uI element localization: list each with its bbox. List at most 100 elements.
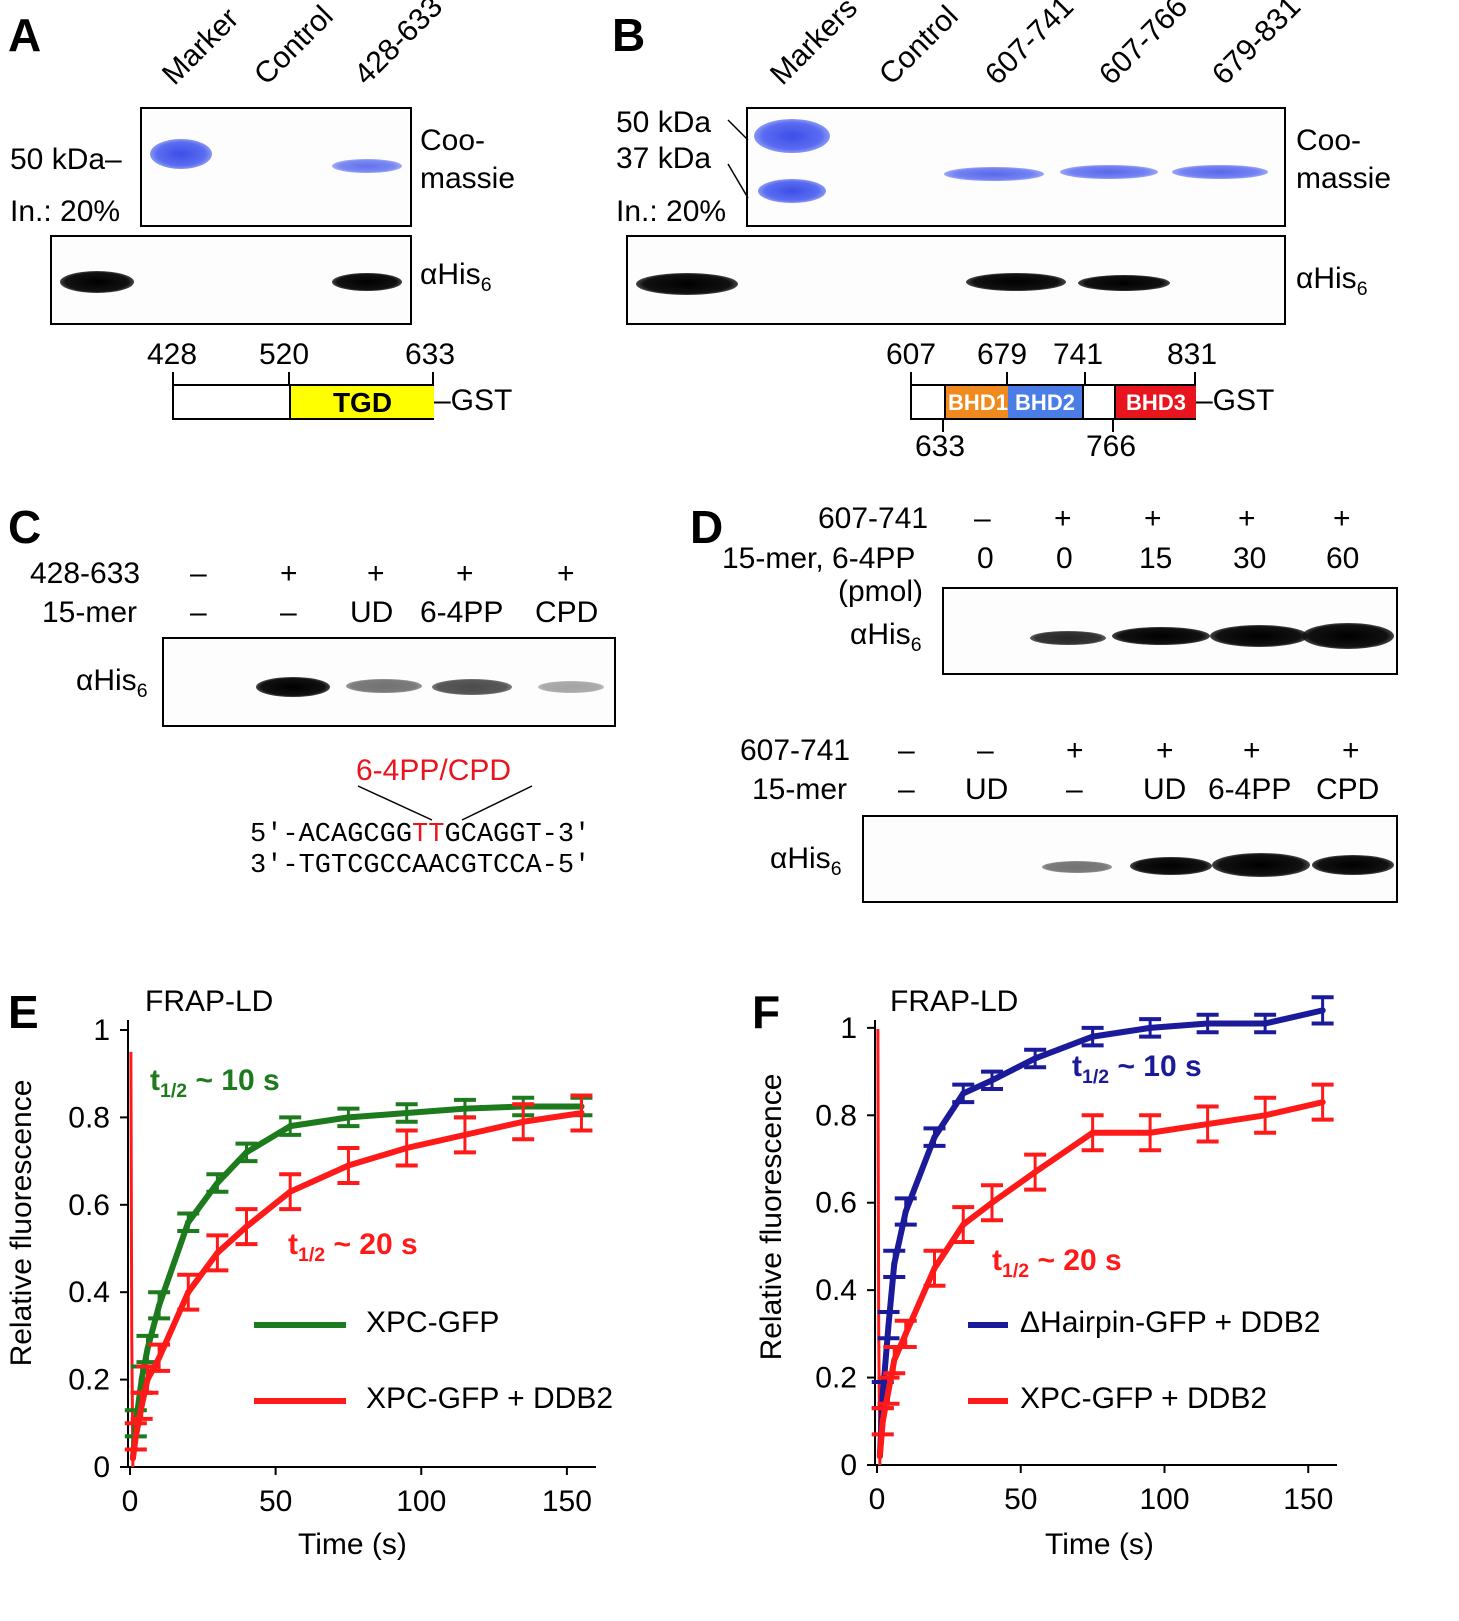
x-tick-label: 0: [869, 1483, 886, 1516]
ahis-label-d-bottom: αHis6: [770, 842, 842, 880]
cond-d-4-1: –: [898, 773, 915, 806]
data-point: [138, 1376, 145, 1383]
data-point: [461, 1131, 468, 1138]
y-tick-label: 0.4: [68, 1276, 110, 1309]
bhd2-domain: BHD2: [1008, 386, 1084, 418]
pos-766: 766: [1086, 430, 1137, 463]
x-tick-label: 150: [542, 1485, 592, 1518]
y-tick-label: 0.6: [68, 1189, 110, 1222]
data-point: [345, 1114, 352, 1121]
blot-a: [50, 235, 412, 325]
legend-label-xpc-gfp-ddb2: XPC-GFP + DDB2: [366, 1382, 614, 1415]
legend-swatch-xpc-gfp: [254, 1322, 346, 1328]
cond-c-1-4: +: [456, 557, 474, 590]
protein-band: [1172, 165, 1268, 179]
data-point: [138, 1402, 145, 1409]
data-point: [989, 1077, 995, 1084]
cond-d-3-2: –: [977, 734, 994, 767]
marker-50kda-label: 50 kDa–: [10, 143, 122, 176]
ahis-label-a: αHis6: [420, 258, 492, 296]
cond-c-2-4: 6-4PP: [420, 596, 504, 629]
panel-b-label: B: [612, 9, 646, 61]
cond-d-3-1: –: [898, 734, 915, 767]
row-label-15-mer-b: 15-mer: [752, 773, 848, 806]
cond-c-1-3: +: [367, 557, 385, 590]
legend-label-xpc-gfp: XPC-GFP: [366, 1306, 500, 1339]
y-tick-label: 0.4: [815, 1274, 857, 1307]
pos-607: 607: [886, 338, 937, 371]
gst-tag-b: –GST: [1196, 384, 1275, 417]
cond-c-2-5: CPD: [535, 596, 599, 629]
data-point: [243, 1149, 250, 1156]
data-point: [1262, 1020, 1269, 1027]
blot-band: [1302, 623, 1394, 649]
coomassie-label-2: massie: [420, 162, 516, 195]
data-point: [1204, 1121, 1211, 1128]
y-tick-label: 0.2: [815, 1362, 857, 1395]
cond-d-2-5: 60: [1326, 542, 1360, 575]
cond-d-1-1: –: [974, 502, 991, 535]
data-point: [989, 1199, 995, 1206]
data-point: [931, 1134, 938, 1141]
blot-band: [1312, 855, 1394, 875]
marker-leader-lines: [727, 119, 749, 199]
blot-band: [256, 677, 330, 697]
x-tick-label: 50: [1004, 1483, 1037, 1516]
blot-band: [966, 273, 1066, 291]
blot-band: [346, 679, 422, 693]
dna-bottom-strand: 3'-TGTCGCCAACGTCCA-5': [250, 851, 591, 881]
protein-band: [944, 167, 1044, 181]
ahis-label-c: αHis6: [76, 664, 148, 702]
cond-c-2-3: UD: [350, 596, 394, 629]
data-point: [1089, 1129, 1096, 1136]
data-point: [214, 1179, 221, 1186]
unit-pmol: (pmol): [838, 575, 924, 608]
t-half-slow-f: t1/2 ~ 20 s: [992, 1244, 1122, 1282]
data-point: [931, 1265, 938, 1272]
blot-band: [1212, 853, 1310, 877]
frap-ld-label-f: FRAP-LD: [890, 985, 1019, 1018]
x-tick-label: 100: [396, 1485, 446, 1518]
coomassie-label-1: Coo-: [1296, 124, 1362, 157]
data-point: [578, 1110, 585, 1117]
pos-428: 428: [147, 338, 198, 371]
x-tick-label: 100: [1139, 1483, 1189, 1516]
t-half-slow-e: t1/2 ~ 20 s: [288, 1228, 418, 1266]
data-point: [879, 1392, 886, 1399]
cond-d-3-3: +: [1066, 734, 1084, 767]
cond-d-3-6: +: [1342, 734, 1360, 767]
data-point: [960, 1221, 967, 1228]
blot-band: [1130, 857, 1212, 875]
data-point: [1319, 1007, 1326, 1014]
x-tick-label: 0: [122, 1485, 139, 1518]
legend-label-hairpin: ΔHairpin-GFP + DDB2: [1020, 1306, 1321, 1339]
blot-d-bottom: [862, 815, 1398, 903]
blot-c: [162, 637, 616, 727]
ahis-label-d-top: αHis6: [850, 618, 922, 656]
cond-d-4-3: –: [1066, 773, 1083, 806]
protein-band: [1060, 165, 1158, 179]
blot-d-top: [942, 587, 1398, 675]
x-tick-label: 150: [1283, 1483, 1333, 1516]
protein-band: [332, 159, 402, 173]
data-point: [132, 1433, 139, 1440]
data-point: [214, 1249, 221, 1256]
data-point: [1147, 1024, 1154, 1031]
y-tick-label: 0.6: [815, 1187, 857, 1220]
marker-37kda-label: 37 kDa: [616, 142, 712, 175]
cond-d-4-5: 6-4PP: [1208, 773, 1292, 806]
cond-d-1-2: +: [1054, 502, 1072, 535]
input-label: In.: 20%: [616, 195, 727, 228]
y-tick-label: 0: [840, 1449, 857, 1482]
coomassie-gel-a: [140, 107, 412, 227]
data-point: [885, 1387, 892, 1394]
x-tick-label: 50: [259, 1485, 292, 1518]
blot-band: [1210, 625, 1308, 647]
data-point: [1204, 1020, 1211, 1027]
data-point: [902, 1208, 909, 1215]
legend-swatch-xpc-gfp-ddb2: [254, 1398, 346, 1404]
blot-band: [432, 679, 512, 695]
pos-741: 741: [1053, 338, 1104, 371]
ahis-label-b: αHis6: [1296, 262, 1368, 300]
